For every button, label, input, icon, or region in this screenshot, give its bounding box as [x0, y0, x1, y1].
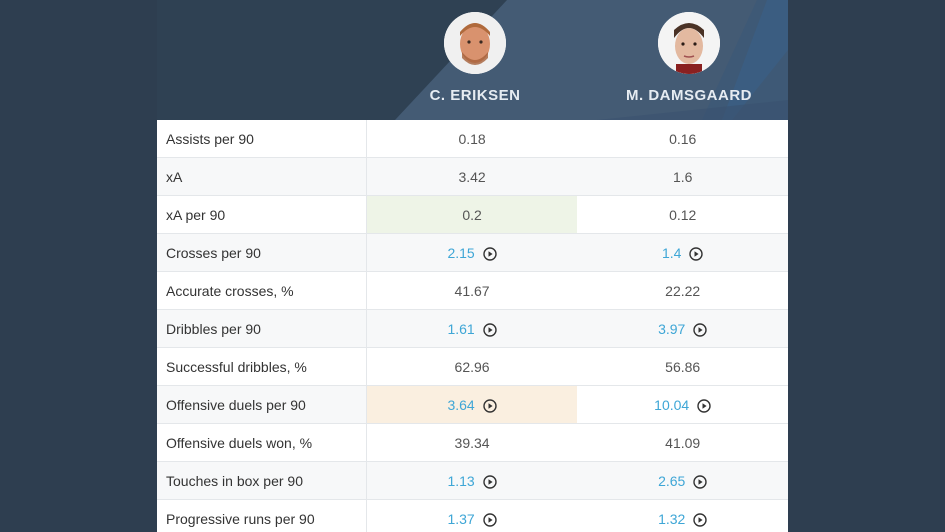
- stat-value-text: 39.34: [454, 434, 490, 451]
- player-photo-icon: [658, 12, 720, 74]
- stat-value-player-1[interactable]: 2.15: [367, 234, 578, 271]
- stat-label: Accurate crosses, %: [157, 272, 367, 309]
- stats-comparison-table: Assists per 90 0.18 0.16 xA 3.42 1.6 xA per 90…: [157, 120, 788, 532]
- stat-value-text: 0.18: [458, 130, 486, 147]
- play-circle-icon[interactable]: [697, 398, 711, 413]
- stat-value-text: 41.09: [665, 434, 701, 451]
- stat-value-link[interactable]: 1.4: [661, 244, 682, 261]
- stat-value-text: 22.22: [665, 282, 701, 299]
- table-row: xA per 90 0.2 0.12: [157, 196, 788, 234]
- stat-value-link[interactable]: 3.64: [447, 396, 475, 413]
- stat-value-text: 0.12: [669, 206, 697, 223]
- stat-value-text: 62.96: [454, 358, 490, 375]
- player-column-header-1: C. ERIKSEN: [375, 12, 575, 104]
- stat-value-player-2: 56.86: [577, 348, 788, 385]
- stat-value-player-1: 39.34: [367, 424, 578, 461]
- stat-label: Successful dribbles, %: [157, 348, 367, 385]
- stat-value-player-1: 62.96: [367, 348, 578, 385]
- stat-label: Assists per 90: [157, 120, 367, 157]
- player-name-1: C. ERIKSEN: [429, 87, 521, 104]
- stat-value-text: 41.67: [454, 282, 490, 299]
- table-row: xA 3.42 1.6: [157, 158, 788, 196]
- table-row: Offensive duels per 90 3.64 10.04: [157, 386, 788, 424]
- table-row: Crosses per 90 2.15 1.4: [157, 234, 788, 272]
- stat-value-player-2[interactable]: 2.65: [577, 462, 788, 499]
- stat-value-player-1: 41.67: [367, 272, 578, 309]
- table-row: Accurate crosses, % 41.67 22.22: [157, 272, 788, 310]
- stat-value-player-2: 0.16: [577, 120, 788, 157]
- play-circle-icon[interactable]: [482, 322, 497, 337]
- stat-label: Crosses per 90: [157, 234, 367, 271]
- stat-value-link[interactable]: 2.65: [658, 472, 686, 489]
- stat-value-link[interactable]: 1.61: [447, 320, 475, 337]
- play-circle-icon[interactable]: [689, 246, 704, 261]
- player-avatar-eriksen[interactable]: [444, 12, 506, 74]
- stat-value-player-1: 0.18: [367, 120, 578, 157]
- player-avatar-damsgaard[interactable]: [658, 12, 720, 74]
- stat-value-text: 0.2: [462, 206, 482, 223]
- stat-value-text: 56.86: [665, 358, 701, 375]
- stat-value-text: 1.6: [672, 168, 693, 185]
- stat-value-player-2: 1.6: [577, 158, 788, 195]
- stat-value-player-1: 3.42: [367, 158, 578, 195]
- stat-value-link[interactable]: 1.37: [447, 510, 475, 527]
- play-circle-icon[interactable]: [482, 512, 497, 527]
- table-row: Dribbles per 90 1.61 3.97: [157, 310, 788, 348]
- stat-value-text: 0.16: [669, 130, 697, 147]
- stat-value-player-2: 22.22: [577, 272, 788, 309]
- player-comparison-panel: C. ERIKSEN M. DAMSGAARD Assists per 90 0.…: [157, 0, 788, 532]
- table-row: Offensive duels won, % 39.34 41.09: [157, 424, 788, 462]
- stat-value-player-2[interactable]: 10.04: [577, 386, 788, 423]
- table-row: Assists per 90 0.18 0.16: [157, 120, 788, 158]
- stat-value-player-1[interactable]: 1.13: [367, 462, 578, 499]
- player-column-header-2: M. DAMSGAARD: [589, 12, 788, 104]
- stat-label: Offensive duels won, %: [157, 424, 367, 461]
- stat-label: Dribbles per 90: [157, 310, 367, 347]
- play-circle-icon[interactable]: [482, 246, 497, 261]
- stat-value-link[interactable]: 3.97: [658, 320, 686, 337]
- player-name-2: M. DAMSGAARD: [626, 87, 752, 104]
- stat-value-player-2[interactable]: 3.97: [577, 310, 788, 347]
- play-circle-icon[interactable]: [482, 474, 497, 489]
- stat-value-text: 3.42: [458, 168, 486, 185]
- stat-value-link[interactable]: 1.32: [658, 510, 686, 527]
- stat-value-player-2[interactable]: 1.4: [577, 234, 788, 271]
- play-circle-icon[interactable]: [482, 398, 497, 413]
- stat-label: Progressive runs per 90: [157, 500, 367, 532]
- stat-label: Touches in box per 90: [157, 462, 367, 499]
- stat-value-player-2: 0.12: [577, 196, 788, 233]
- stat-value-player-1[interactable]: 3.64: [366, 386, 578, 423]
- stat-value-link[interactable]: 1.13: [447, 472, 475, 489]
- table-row: Successful dribbles, % 62.96 56.86: [157, 348, 788, 386]
- table-row: Touches in box per 90 1.13 2.65: [157, 462, 788, 500]
- stat-value-player-1: 0.2: [366, 196, 578, 233]
- stat-value-player-2: 41.09: [577, 424, 788, 461]
- stat-value-link[interactable]: 10.04: [654, 396, 690, 413]
- comparison-header: C. ERIKSEN M. DAMSGAARD: [157, 0, 788, 120]
- stat-value-player-1[interactable]: 1.37: [367, 500, 578, 532]
- player-photo-icon: [444, 12, 506, 74]
- stat-label: xA: [157, 158, 367, 195]
- stat-value-player-2[interactable]: 1.32: [577, 500, 788, 532]
- play-circle-icon[interactable]: [693, 512, 708, 527]
- stat-label: xA per 90: [157, 196, 367, 233]
- play-circle-icon[interactable]: [693, 322, 708, 337]
- play-circle-icon[interactable]: [693, 474, 708, 489]
- table-row: Progressive runs per 90 1.37 1.32: [157, 500, 788, 532]
- stat-value-player-1[interactable]: 1.61: [367, 310, 578, 347]
- stat-label: Offensive duels per 90: [157, 386, 367, 423]
- stat-value-link[interactable]: 2.15: [447, 244, 475, 261]
